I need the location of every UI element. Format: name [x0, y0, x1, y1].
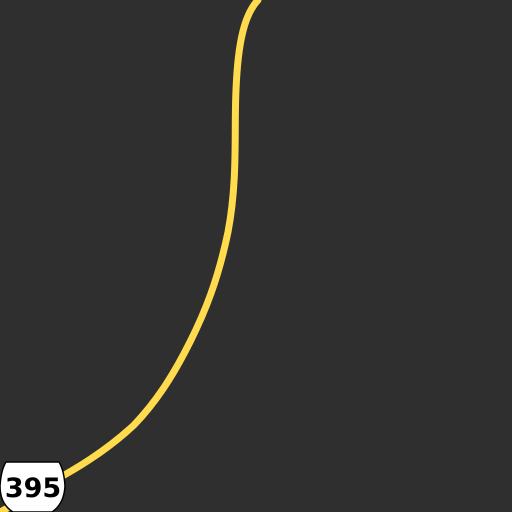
- route-shield-label: 395: [5, 473, 61, 504]
- route-shield[interactable]: 395: [0, 461, 66, 512]
- us-highway-shield-icon: [0, 461, 66, 512]
- highway-road[interactable]: [0, 0, 262, 512]
